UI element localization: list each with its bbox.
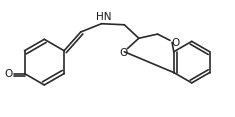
Text: O: O: [171, 38, 179, 48]
Text: HN: HN: [96, 13, 111, 22]
Text: O: O: [119, 48, 127, 58]
Text: O: O: [5, 69, 13, 79]
